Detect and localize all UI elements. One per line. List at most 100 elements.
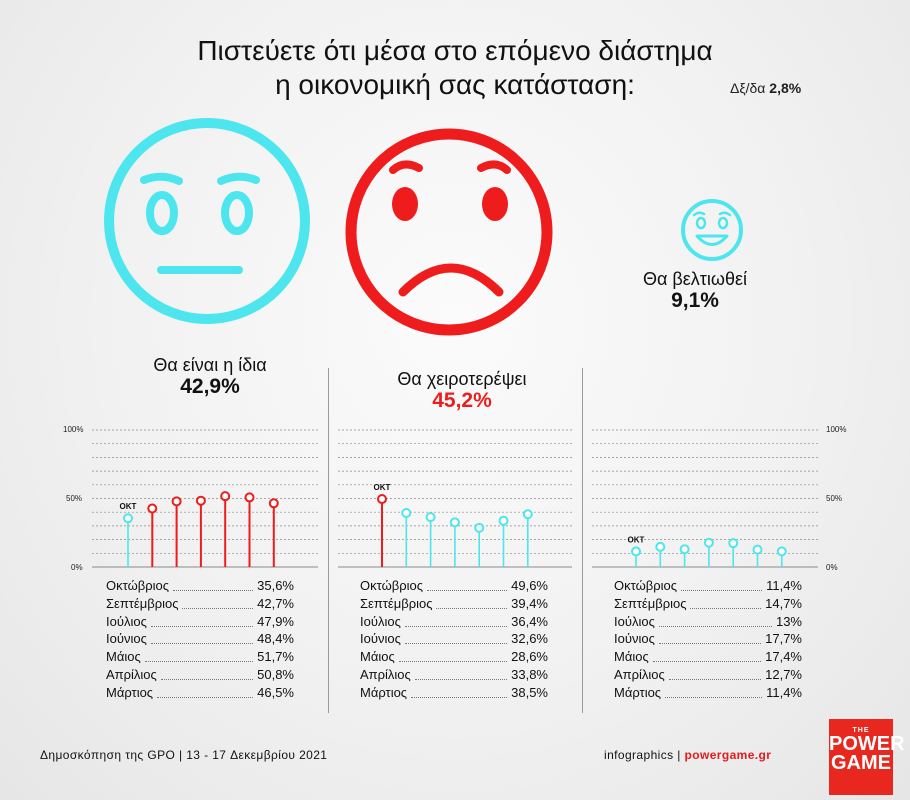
lollipop-dot: [703, 537, 714, 548]
answer-better: Θα βελτιωθεί 9,1%: [620, 268, 770, 312]
month-value: 17,4%: [765, 649, 802, 665]
lollipop-dot: [679, 544, 690, 555]
month-value: 42,7%: [257, 595, 294, 611]
dotted-leader: [436, 607, 507, 609]
month-value: 49,6%: [511, 578, 548, 593]
happy-face-icon: [681, 199, 743, 261]
month-value: 47,9%: [257, 613, 294, 629]
month-label: Ιούνιος: [360, 631, 401, 647]
lollipop-dot: [631, 546, 641, 557]
dotted-leader: [681, 590, 762, 591]
month-label: Ιούλιος: [614, 613, 655, 629]
table-row: Μάιος 51,7%: [106, 648, 294, 666]
answer-same: Θα είναι η ίδια 42,9%: [120, 354, 300, 398]
month-label: Απρίλιος: [360, 666, 411, 682]
title-line-1: Πιστεύετε ότι μέσα στο επόμενο διάστημα: [197, 35, 713, 66]
dotted-leader: [405, 643, 507, 645]
dotted-leader: [659, 643, 761, 645]
okt-marker: OKT: [628, 535, 645, 544]
month-value: 17,7%: [765, 631, 802, 647]
powergame-logo: THE POWER GAME: [829, 719, 905, 795]
month-label: Ιούνιος: [614, 631, 655, 647]
footer-site-link[interactable]: powergame.gr: [684, 748, 772, 762]
month-label: Ιούλιος: [106, 613, 147, 629]
axis-right-0: 0%: [826, 563, 838, 572]
dotted-leader: [161, 678, 253, 680]
table-row: Απρίλιος 33,8%: [360, 666, 548, 684]
footer-credit: infographics | powergame.gr: [604, 748, 771, 762]
month-label: Οκτώβριος: [360, 578, 423, 593]
dotted-leader: [653, 661, 761, 663]
sad-face-icon: [345, 128, 553, 336]
dotted-leader: [182, 607, 253, 609]
month-label: Οκτώβριος: [106, 578, 169, 593]
month-value: 35,6%: [257, 578, 294, 593]
answer-worse-label: Θα χειροτερέψει: [397, 369, 527, 389]
table-worse: Οκτώβριος 49,6% Σεπτέμβριος 39,4% Ιούλιος 36,…: [360, 577, 548, 702]
table-row: Οκτώβριος 49,6%: [360, 577, 548, 595]
table-row: Μάιος 28,6%: [360, 648, 548, 666]
month-label: Μάρτιος: [106, 684, 154, 700]
answer-worse-value: 45,2%: [432, 389, 492, 412]
lollipop-dot: [752, 544, 763, 555]
lollipop-dot: [474, 522, 485, 533]
month-label: Μάιος: [360, 649, 395, 665]
table-row: Απρίλιος 50,8%: [106, 666, 294, 684]
table-row: Οκτώβριος 35,6%: [106, 577, 294, 595]
dotted-leader: [145, 661, 253, 663]
lollipop-dot: [728, 538, 739, 549]
month-label: Μάιος: [614, 649, 649, 665]
month-label: Σεπτέμβριος: [360, 595, 433, 611]
month-label: Ιούλιος: [360, 613, 401, 629]
month-value: 14,7%: [765, 595, 802, 611]
month-value: 39,4%: [511, 595, 548, 611]
dotted-leader: [157, 696, 253, 698]
answer-better-value: 9,1%: [671, 289, 719, 312]
table-row: Ιούλιος 47,9%: [106, 613, 294, 631]
table-row: Σεπτέμβριος 39,4%: [360, 595, 548, 613]
dotted-leader: [690, 607, 761, 609]
table-row: Οκτώβριος 11,4%: [614, 577, 802, 595]
table-row: Ιούλιος 13%: [614, 613, 802, 631]
answer-worse: Θα χειροτερέψει 45,2%: [372, 368, 552, 412]
axis-right-50: 50%: [826, 494, 843, 503]
month-value: 38,5%: [511, 684, 548, 700]
dotted-leader: [151, 625, 253, 627]
lollipop-dot: [522, 509, 533, 520]
table-same: Οκτώβριος 35,6% Σεπτέμβριος 42,7% Ιούλιος 47,…: [106, 577, 294, 702]
axis-left-0: 0%: [71, 563, 83, 572]
lollipop-dot: [244, 492, 255, 503]
margin-of-error: Δξ/δα 2,8%: [730, 80, 801, 96]
month-label: Σεπτέμβριος: [106, 595, 179, 611]
table-row: Ιούνιος 32,6%: [360, 630, 548, 648]
month-label: Σεπτέμβριος: [614, 595, 687, 611]
answer-same-value: 42,9%: [180, 375, 240, 398]
lollipop-dot: [220, 491, 231, 502]
month-value: 28,6%: [511, 649, 548, 665]
month-value: 13%: [775, 613, 802, 629]
month-value: 32,6%: [511, 631, 548, 647]
lollipop-dot: [123, 513, 133, 524]
table-row: Μάρτιος 11,4%: [614, 684, 802, 702]
lollipop-dot: [425, 512, 436, 523]
lollipop-dot: [401, 508, 412, 519]
dotted-leader: [173, 590, 253, 591]
dotted-leader: [399, 661, 507, 663]
table-row: Μάιος 17,4%: [614, 648, 802, 666]
month-value: 46,5%: [257, 684, 294, 700]
page-title: Πιστεύετε ότι μέσα στο επόμενο διάστημα …: [0, 34, 910, 102]
logo-game: GAME: [831, 752, 891, 774]
title-line-2: η οικονομική σας κατάσταση:: [275, 69, 635, 100]
lollipop-dot: [147, 503, 158, 514]
table-row: Ιούνιος 48,4%: [106, 630, 294, 648]
month-label: Ιούνιος: [106, 631, 147, 647]
logo-the: THE: [852, 727, 870, 734]
lollipop-dot: [195, 495, 206, 506]
footer-credit-prefix: infographics |: [604, 748, 685, 762]
month-label: Μάρτιος: [614, 684, 662, 700]
axis-right-100: 100%: [826, 425, 847, 434]
lollipop-dot: [498, 515, 509, 526]
month-label: Οκτώβριος: [614, 578, 677, 593]
table-better: Οκτώβριος 11,4% Σεπτέμβριος 14,7% Ιούλιος 13%…: [614, 577, 802, 702]
month-value: 50,8%: [257, 666, 294, 682]
